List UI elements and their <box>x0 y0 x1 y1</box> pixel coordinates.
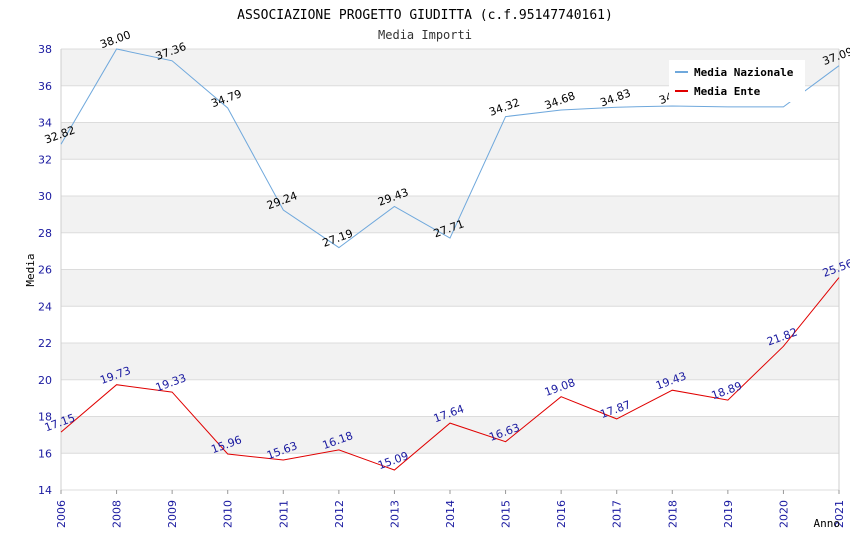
x-tick-label: 2010 <box>222 500 235 528</box>
y-tick-label: 38 <box>38 43 52 56</box>
gridlines <box>60 48 840 491</box>
data-label: 34.68 <box>543 89 577 112</box>
grid-band <box>61 416 839 454</box>
legend-label: Media Nazionale <box>694 66 794 79</box>
x-axis-label: Anno <box>814 517 841 530</box>
x-tick-label: 2011 <box>277 500 290 528</box>
chart-subtitle: Media Importi <box>378 28 472 42</box>
series-lines <box>60 48 840 471</box>
series-line-media-ente <box>60 277 840 471</box>
y-tick-label: 28 <box>38 227 52 240</box>
chart-title: ASSOCIAZIONE PROGETTO GIUDITTA (c.f.9514… <box>237 8 613 23</box>
y-axis-label: Media <box>24 253 37 286</box>
grid-band <box>61 343 839 380</box>
y-axis-ticks: 14 16 18 20 22 24 26 28 30 32 34 36 38 <box>38 43 52 497</box>
x-axis-ticks: 2006 2008 2009 2010 2011 2012 2013 2014 2015 2016… <box>55 490 846 528</box>
x-tick-label: 2019 <box>722 500 735 528</box>
series-line-media-nazionale <box>60 48 840 249</box>
data-label: 18.89 <box>710 379 744 402</box>
y-tick-label: 30 <box>38 190 52 203</box>
legend-label: Media Ente <box>694 85 761 98</box>
legend-box <box>669 60 805 102</box>
grid-band <box>61 122 839 160</box>
x-tick-label: 2014 <box>444 500 457 528</box>
x-tick-label: 2016 <box>555 500 568 528</box>
legend: Media Nazionale Media Ente <box>669 60 805 102</box>
data-label: 34.83 <box>598 86 632 109</box>
x-tick-label: 2009 <box>166 500 179 528</box>
y-tick-label: 16 <box>38 447 52 460</box>
y-tick-label: 32 <box>38 153 52 166</box>
y-tick-label: 24 <box>38 300 52 313</box>
y-tick-label: 18 <box>38 411 52 424</box>
y-tick-label: 26 <box>38 264 52 277</box>
x-tick-label: 2008 <box>111 500 124 528</box>
y-tick-label: 36 <box>38 80 52 93</box>
x-tick-label: 2015 <box>500 500 513 528</box>
x-tick-label: 2018 <box>666 500 679 528</box>
x-tick-label: 2012 <box>333 500 346 528</box>
grid-band <box>61 269 839 307</box>
x-tick-label: 2020 <box>777 500 790 528</box>
x-tick-label: 2006 <box>55 500 68 528</box>
x-tick-label: 2013 <box>388 500 401 528</box>
x-tick-label: 2021 <box>833 500 846 528</box>
grid-band <box>61 196 839 233</box>
data-label: 38.00 <box>98 28 132 51</box>
y-tick-label: 34 <box>38 117 52 130</box>
y-tick-label: 14 <box>38 484 52 497</box>
y-tick-label: 22 <box>38 337 52 350</box>
y-tick-label: 20 <box>38 374 52 387</box>
x-tick-label: 2017 <box>611 500 624 528</box>
